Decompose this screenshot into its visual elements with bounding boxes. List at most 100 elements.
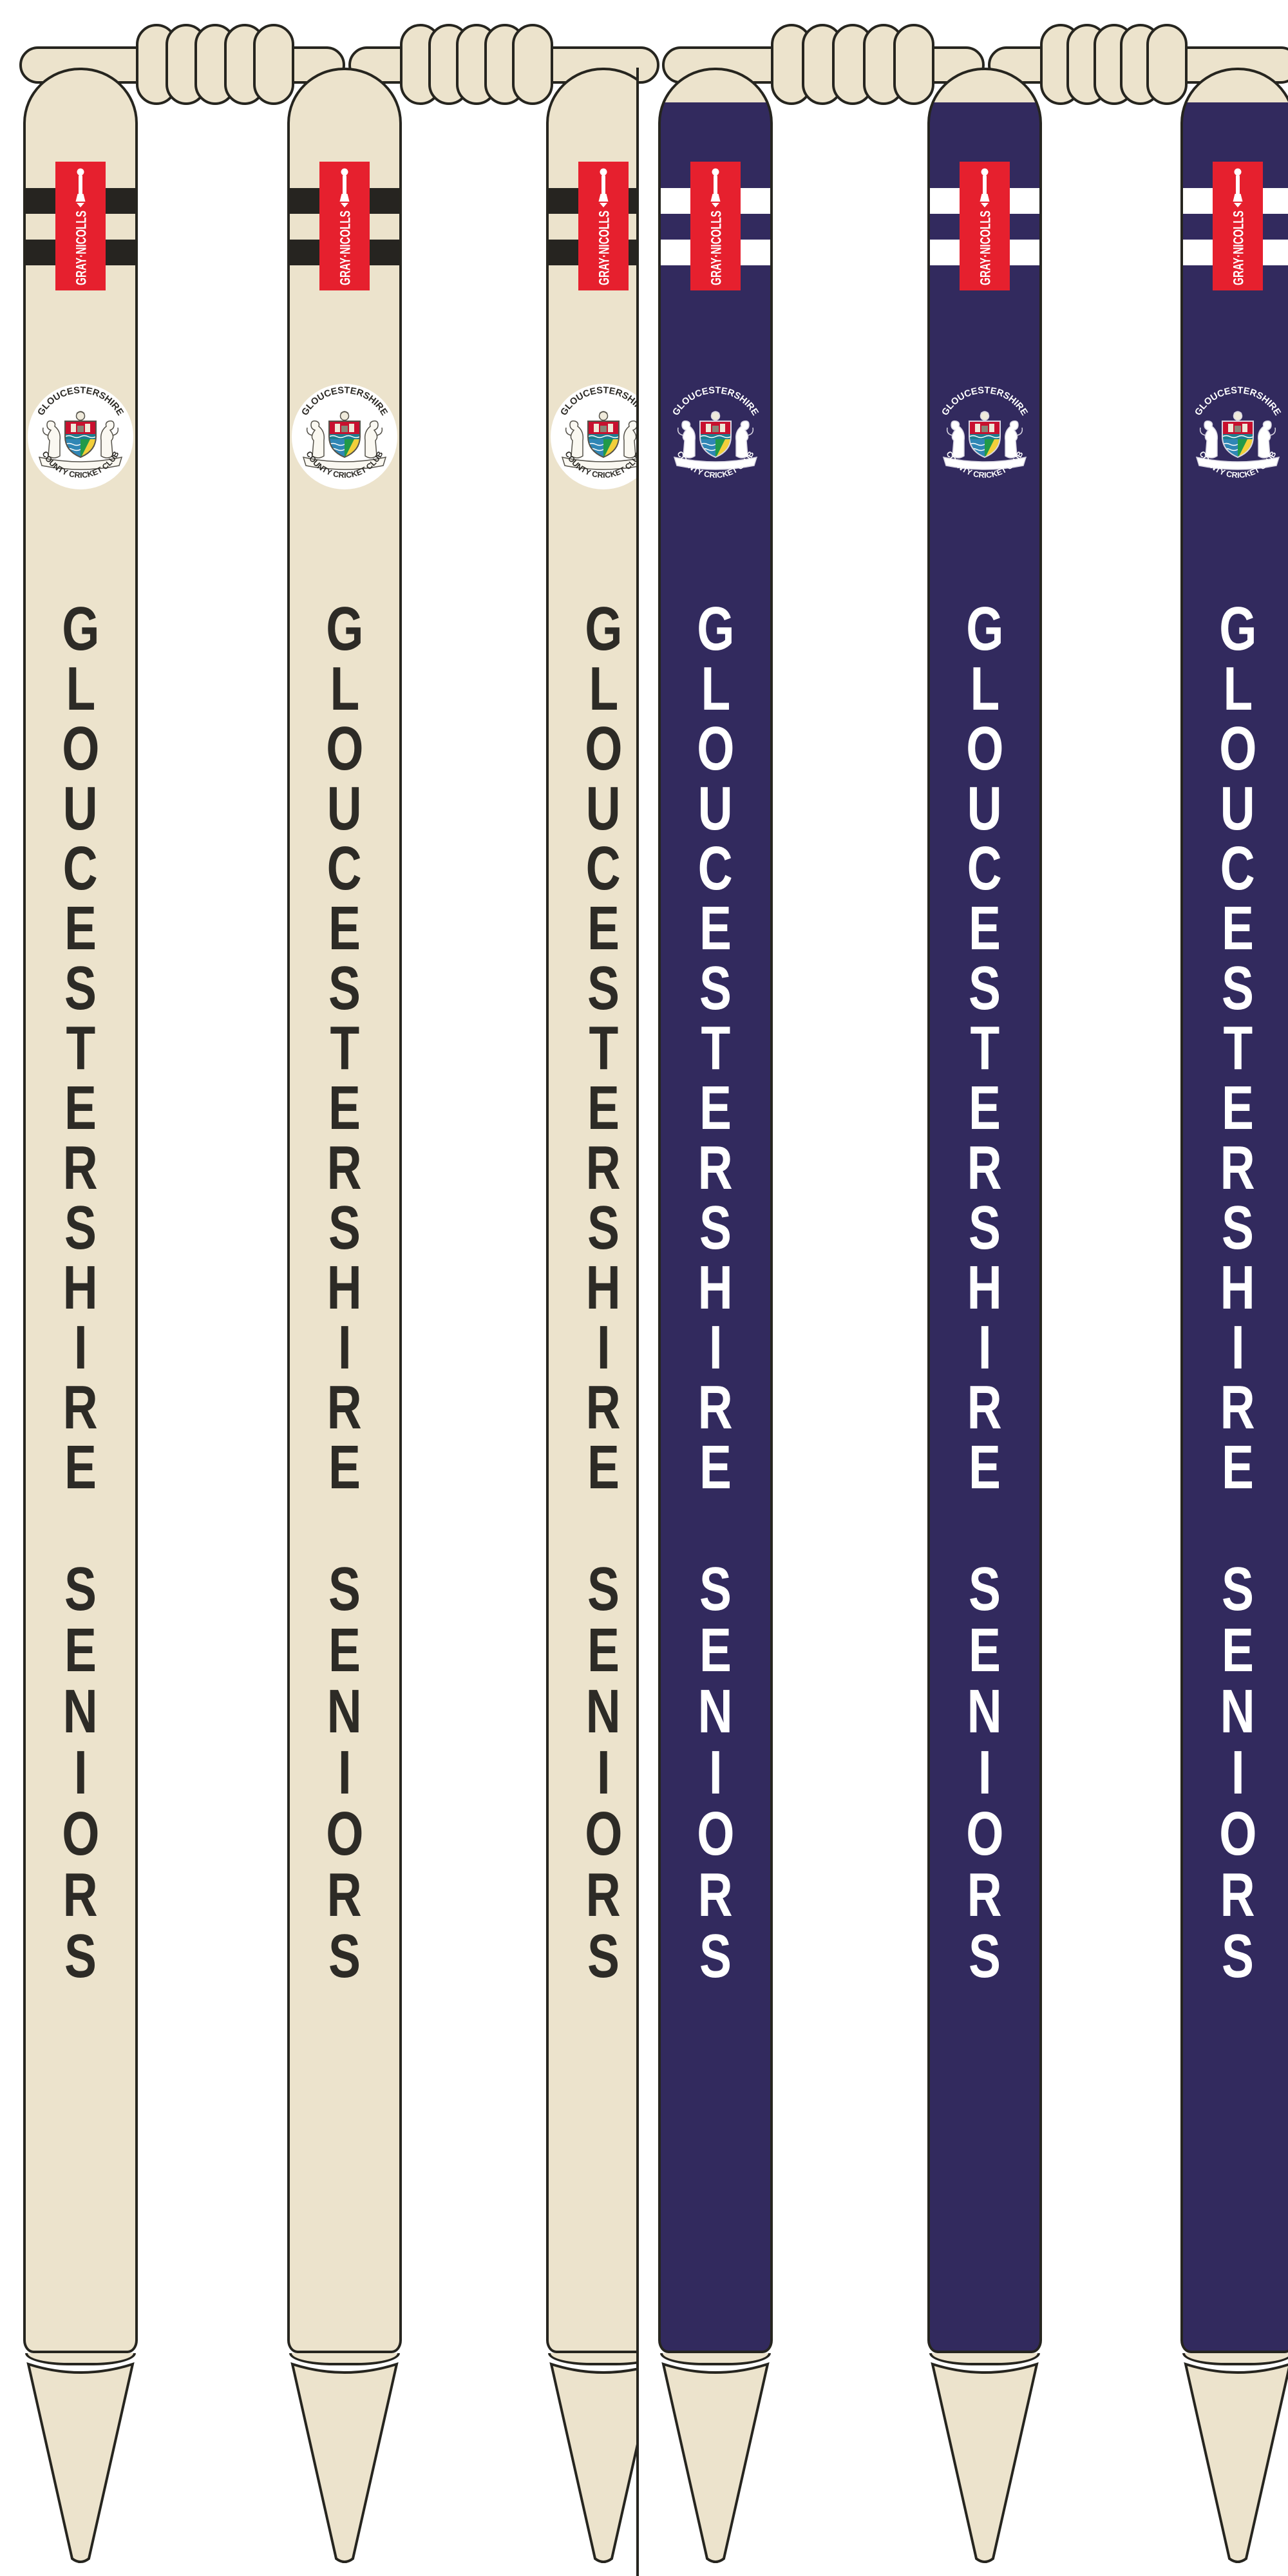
stump-letter: I bbox=[1231, 1738, 1245, 1807]
spike bbox=[661, 2362, 770, 2563]
crest-shield bbox=[969, 421, 1001, 459]
stripe-band bbox=[290, 240, 321, 265]
gray-nicolls-logo: GRAY·NICOLLS bbox=[1213, 162, 1263, 290]
stump-letter: O bbox=[61, 714, 100, 783]
stump-letter: S bbox=[699, 1193, 732, 1262]
stump-letter: S bbox=[969, 954, 1001, 1023]
stripe-band bbox=[549, 188, 580, 214]
gray-nicolls-logo: GRAY·NICOLLS bbox=[690, 162, 741, 290]
stump-letter: C bbox=[585, 834, 621, 903]
stump-letter: L bbox=[589, 654, 618, 723]
stump-letter: E bbox=[1222, 894, 1254, 963]
stump-letter: O bbox=[696, 1799, 735, 1868]
stump-letter: U bbox=[327, 774, 363, 843]
crest-supporter-right bbox=[1004, 420, 1023, 459]
stump-letter: I bbox=[596, 1313, 611, 1382]
stump-letter: H bbox=[1220, 1253, 1256, 1322]
stump-letter: N bbox=[62, 1677, 99, 1746]
stump-letter: O bbox=[61, 1799, 100, 1868]
stump-letter: O bbox=[965, 1799, 1004, 1868]
stump-letter: U bbox=[697, 774, 734, 843]
crest-supporter-left bbox=[306, 420, 325, 459]
stump-letter: E bbox=[587, 1074, 620, 1142]
stripe-band bbox=[930, 188, 961, 214]
spike bbox=[931, 2362, 1039, 2563]
stump-letter: S bbox=[64, 1193, 97, 1262]
stump-letter: S bbox=[64, 1555, 97, 1624]
stump-letter: R bbox=[62, 1861, 99, 1929]
svg-text:GRAY·NICOLLS: GRAY·NICOLLS bbox=[708, 211, 724, 285]
stump-letter: R bbox=[967, 1861, 1003, 1929]
stump-letter: E bbox=[699, 894, 732, 963]
stump-letter: R bbox=[1220, 1133, 1256, 1202]
stump-letter: G bbox=[965, 594, 1004, 663]
club-crest: GLOUCESTERSHIRE COUNTY CRICKET CLUB bbox=[1184, 383, 1288, 491]
stump-letter: O bbox=[325, 1799, 364, 1868]
stripe-band bbox=[661, 240, 692, 265]
stump-letter: E bbox=[699, 1074, 732, 1142]
stump-letter: U bbox=[967, 774, 1003, 843]
crest-helm bbox=[339, 411, 350, 421]
stump-letter: E bbox=[969, 1616, 1001, 1685]
stump-letter: C bbox=[62, 834, 99, 903]
gray-nicolls-logo: GRAY·NICOLLS bbox=[55, 162, 106, 290]
stripe-band bbox=[368, 188, 399, 214]
stump-letter: E bbox=[1222, 1074, 1254, 1142]
stripe-band bbox=[26, 188, 57, 214]
crest-supporter-right bbox=[1257, 420, 1276, 459]
stump-letter: C bbox=[1220, 834, 1256, 903]
bail-coil bbox=[512, 24, 553, 105]
stump-4-navy: GRAY·NICOLLS bbox=[658, 68, 773, 2576]
stripe-band bbox=[104, 240, 135, 265]
gray-nicolls-logo: GRAY·NICOLLS bbox=[960, 162, 1010, 290]
stump-letter: S bbox=[699, 1922, 732, 1991]
crest-helm bbox=[710, 411, 721, 421]
cricket-bat-icon bbox=[339, 168, 350, 207]
stump-letter: L bbox=[970, 654, 999, 723]
stump-letter: R bbox=[697, 1133, 734, 1202]
crest-banner bbox=[942, 456, 1027, 470]
club-crest: GLOUCESTERSHIRE COUNTY CRICKET CLUB bbox=[290, 383, 399, 491]
stump-letter: T bbox=[970, 1014, 999, 1083]
spike bbox=[1184, 2362, 1288, 2563]
stump-letter: N bbox=[697, 1677, 734, 1746]
stump-letter: R bbox=[62, 1133, 99, 1202]
stump-letter: R bbox=[967, 1373, 1003, 1442]
stripe-band bbox=[1261, 188, 1288, 214]
crest-helm bbox=[598, 411, 609, 421]
stump-letter: R bbox=[1220, 1861, 1256, 1929]
club-crest: GLOUCESTERSHIRE COUNTY CRICKET CLUB bbox=[661, 383, 770, 491]
stump-5-navy: GRAY·NICOLLS bbox=[927, 68, 1042, 2576]
stump-letter: N bbox=[327, 1677, 363, 1746]
stump-letter: E bbox=[969, 1074, 1001, 1142]
stump-letter: I bbox=[337, 1738, 352, 1807]
svg-text:GRAY·NICOLLS: GRAY·NICOLLS bbox=[596, 211, 612, 285]
stump-letter: U bbox=[585, 774, 621, 843]
svg-text:GRAY·NICOLLS: GRAY·NICOLLS bbox=[1231, 211, 1247, 285]
gray-nicolls-logo: GRAY·NICOLLS bbox=[578, 162, 629, 290]
gray-nicolls-logo: GRAY·NICOLLS bbox=[319, 162, 370, 290]
crest-supporter-left bbox=[565, 420, 584, 459]
stump-letter: S bbox=[64, 1922, 97, 1991]
stump-letter: R bbox=[62, 1373, 99, 1442]
stump-letter: S bbox=[587, 954, 620, 1023]
stump-letter: S bbox=[64, 954, 97, 1023]
stump-letter: S bbox=[587, 1193, 620, 1262]
gray-nicolls-logo: GRAY·NICOLLS bbox=[690, 162, 741, 290]
stump-letter: E bbox=[328, 1616, 361, 1685]
club-crest: GLOUCESTERSHIRE COUNTY CRICKET CLUB bbox=[931, 383, 1039, 491]
stump-letter: E bbox=[328, 1074, 361, 1142]
spike bbox=[290, 2362, 399, 2563]
stump-letter: E bbox=[64, 1616, 97, 1685]
stripe-band bbox=[627, 188, 636, 214]
stump-letter: O bbox=[325, 714, 364, 783]
crest-helm bbox=[1233, 411, 1243, 421]
crest-supporter-right bbox=[100, 420, 119, 459]
crest-banner bbox=[302, 456, 387, 470]
cricket-bat-icon bbox=[75, 168, 86, 207]
stump-letter: S bbox=[328, 1193, 361, 1262]
bail-coil bbox=[1146, 24, 1188, 105]
